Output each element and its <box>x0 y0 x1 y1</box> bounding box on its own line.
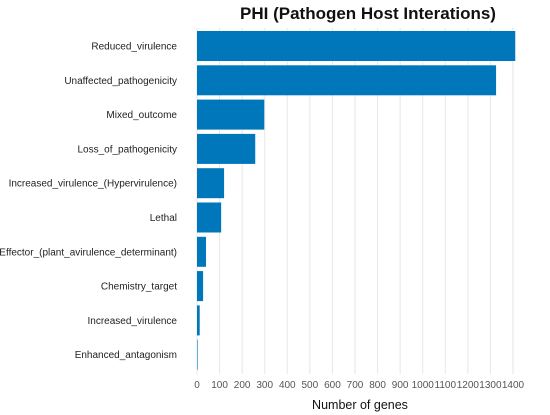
bar-increased-virulence <box>197 305 200 336</box>
x-tick-label: 1100 <box>435 380 457 391</box>
x-tick-label: 1400 <box>502 380 525 391</box>
x-tick-label: 300 <box>256 380 273 391</box>
category-label: Enhanced_antagonism <box>75 350 177 361</box>
bar-reduced-virulence <box>197 31 516 61</box>
bar-loss-of-pathogenicity <box>197 133 256 164</box>
bar-effector-plant-avirulence-determinant <box>197 236 207 267</box>
bars <box>197 31 516 370</box>
x-tick-label: 700 <box>347 380 364 391</box>
x-axis-title: Number of genes <box>312 398 408 412</box>
category-label: Reduced_virulence <box>91 42 177 53</box>
category-label: Effector_(plant_avirulence_determinant) <box>0 247 177 258</box>
category-label: Increased_virulence <box>88 316 178 327</box>
x-tick-labels: 0 100 200 300 400 500 600 700 800 900 1000 1100 1200… <box>194 380 524 391</box>
bar-increased-virulence-hypervirulence <box>197 168 225 199</box>
category-label: Lethal <box>150 213 177 224</box>
x-tick-label: 800 <box>369 380 386 391</box>
x-tick-label: 1300 <box>479 380 502 391</box>
x-tick-label: 200 <box>234 380 251 391</box>
x-tick-label: 100 <box>211 380 228 391</box>
x-tick-label: 0 <box>194 380 200 391</box>
x-tick-label: 600 <box>324 380 341 391</box>
bar-chemistry-target <box>197 271 204 302</box>
category-label: Increased_virulence_(Hypervirulence) <box>9 179 177 190</box>
x-tick-label: 1000 <box>412 380 435 391</box>
bar-unaffected-pathogenicity <box>197 65 497 96</box>
category-label: Chemistry_target <box>101 282 177 293</box>
bar-mixed-outcome <box>197 99 265 130</box>
bar-enhanced-antagonism <box>197 339 198 370</box>
bar-lethal <box>197 202 222 233</box>
category-label: Mixed_outcome <box>106 110 177 121</box>
x-tick-label: 500 <box>302 380 319 391</box>
chart-title: PHI (Pathogen Host Interations) <box>240 4 496 23</box>
x-tick-label: 900 <box>392 380 409 391</box>
category-label: Unaffected_pathogenicity <box>64 76 177 87</box>
category-label: Loss_of_pathogenicity <box>77 144 177 155</box>
category-labels: Reduced_virulence Unaffected_pathogenicit… <box>0 42 177 362</box>
x-tick-label: 400 <box>279 380 296 391</box>
x-tick-label: 1200 <box>457 380 480 391</box>
